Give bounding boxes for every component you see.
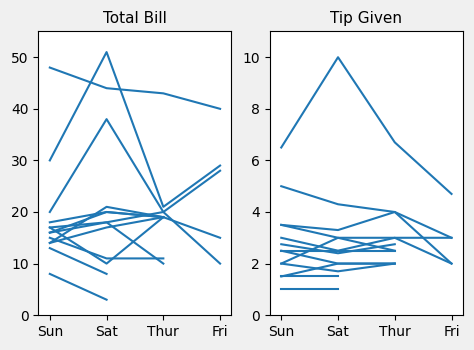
Title: Total Bill: Total Bill bbox=[103, 11, 167, 26]
Title: Tip Given: Tip Given bbox=[330, 11, 402, 26]
